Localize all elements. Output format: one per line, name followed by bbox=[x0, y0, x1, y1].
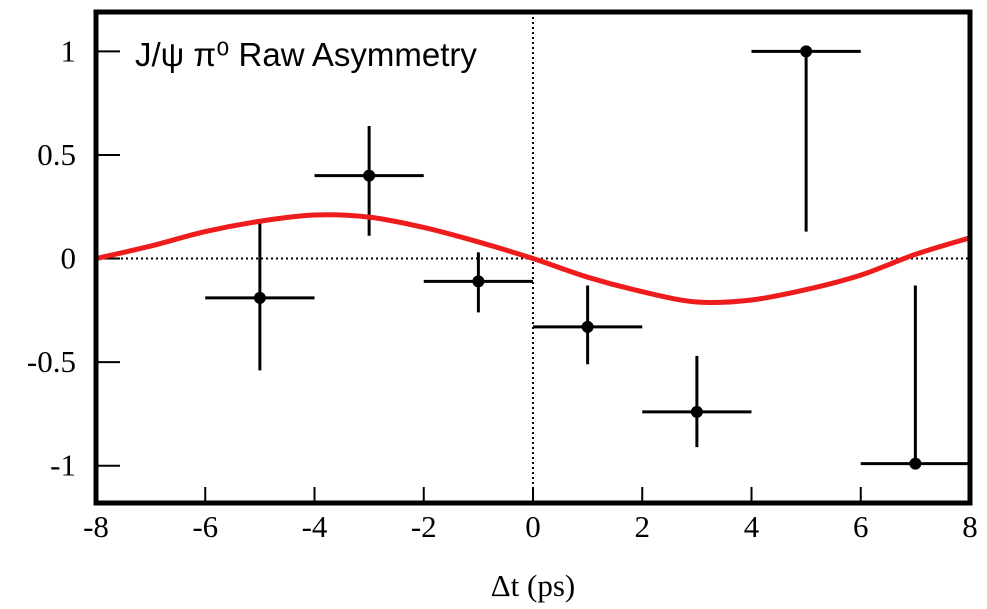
data-point bbox=[363, 169, 376, 182]
x-tick-label: -8 bbox=[83, 509, 109, 544]
data-point bbox=[472, 275, 485, 288]
data-point bbox=[253, 291, 266, 304]
x-axis-label: Δt (ps) bbox=[491, 568, 576, 603]
chart-title: J/ψ π⁰ Raw Asymmetry bbox=[135, 36, 477, 73]
y-tick-label: 0.5 bbox=[37, 137, 76, 172]
x-tick-label: 6 bbox=[853, 509, 869, 544]
x-tick-label: -2 bbox=[411, 509, 437, 544]
plot-frame bbox=[93, 9, 973, 506]
y-tick-label: -0.5 bbox=[27, 344, 76, 379]
y-tick-label: 0 bbox=[61, 241, 77, 276]
x-tick-label: 2 bbox=[635, 509, 651, 544]
data-point bbox=[690, 405, 703, 418]
x-tick-label: 8 bbox=[962, 509, 978, 544]
y-tick-label: -1 bbox=[50, 448, 76, 483]
x-tick-label: -4 bbox=[302, 509, 328, 544]
y-tick-label: 1 bbox=[61, 33, 77, 68]
data-point bbox=[909, 457, 922, 470]
x-tick-label: -6 bbox=[192, 509, 218, 544]
data-point bbox=[800, 45, 813, 58]
fit-curve bbox=[95, 212, 971, 306]
x-tick-label: 0 bbox=[525, 509, 541, 544]
x-tick-label: 4 bbox=[744, 509, 760, 544]
data-point bbox=[581, 320, 594, 333]
